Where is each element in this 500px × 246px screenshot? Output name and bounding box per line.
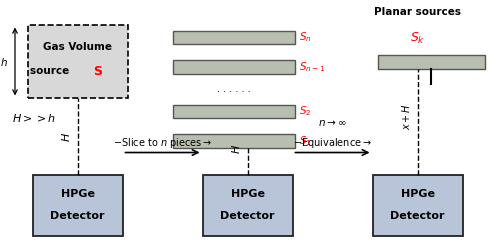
Bar xyxy=(28,25,128,98)
Bar xyxy=(172,105,295,118)
Bar xyxy=(202,175,292,236)
Text: $S_{n-1}$: $S_{n-1}$ xyxy=(299,60,325,74)
Text: S: S xyxy=(93,65,102,78)
Text: Detector: Detector xyxy=(50,212,105,221)
Text: HPGe: HPGe xyxy=(400,189,434,199)
Text: $-$Slice to $n$ pieces$\rightarrow$: $-$Slice to $n$ pieces$\rightarrow$ xyxy=(113,136,212,150)
Text: $S_n$: $S_n$ xyxy=(299,31,312,45)
Text: Detector: Detector xyxy=(220,212,275,221)
Bar xyxy=(172,60,295,74)
Text: $S_k$: $S_k$ xyxy=(410,31,425,46)
Text: $n \rightarrow \infty$: $n \rightarrow \infty$ xyxy=(318,118,347,128)
Text: $H$$>$$>$$h$: $H$$>$$>$$h$ xyxy=(12,112,56,124)
Bar xyxy=(372,175,462,236)
Text: $x+H$: $x+H$ xyxy=(400,103,412,130)
Text: Detector: Detector xyxy=(390,212,445,221)
Text: $S_2$: $S_2$ xyxy=(299,104,312,118)
Text: HPGe: HPGe xyxy=(230,189,264,199)
Text: $S_1$: $S_1$ xyxy=(299,134,312,148)
Text: HPGe: HPGe xyxy=(60,189,94,199)
Text: source: source xyxy=(30,66,72,76)
Text: $H$: $H$ xyxy=(60,132,72,141)
Text: Gas Volume: Gas Volume xyxy=(43,42,112,52)
Bar xyxy=(32,175,122,236)
Text: $H$: $H$ xyxy=(230,144,242,154)
Bar xyxy=(172,134,295,148)
Text: $-$Equivalence$\rightarrow$: $-$Equivalence$\rightarrow$ xyxy=(293,136,372,150)
Text: . . . . . .: . . . . . . xyxy=(217,84,250,94)
Text: $h$: $h$ xyxy=(0,56,8,67)
Text: Planar sources: Planar sources xyxy=(374,7,461,17)
Bar xyxy=(378,55,485,69)
Bar xyxy=(172,31,295,44)
